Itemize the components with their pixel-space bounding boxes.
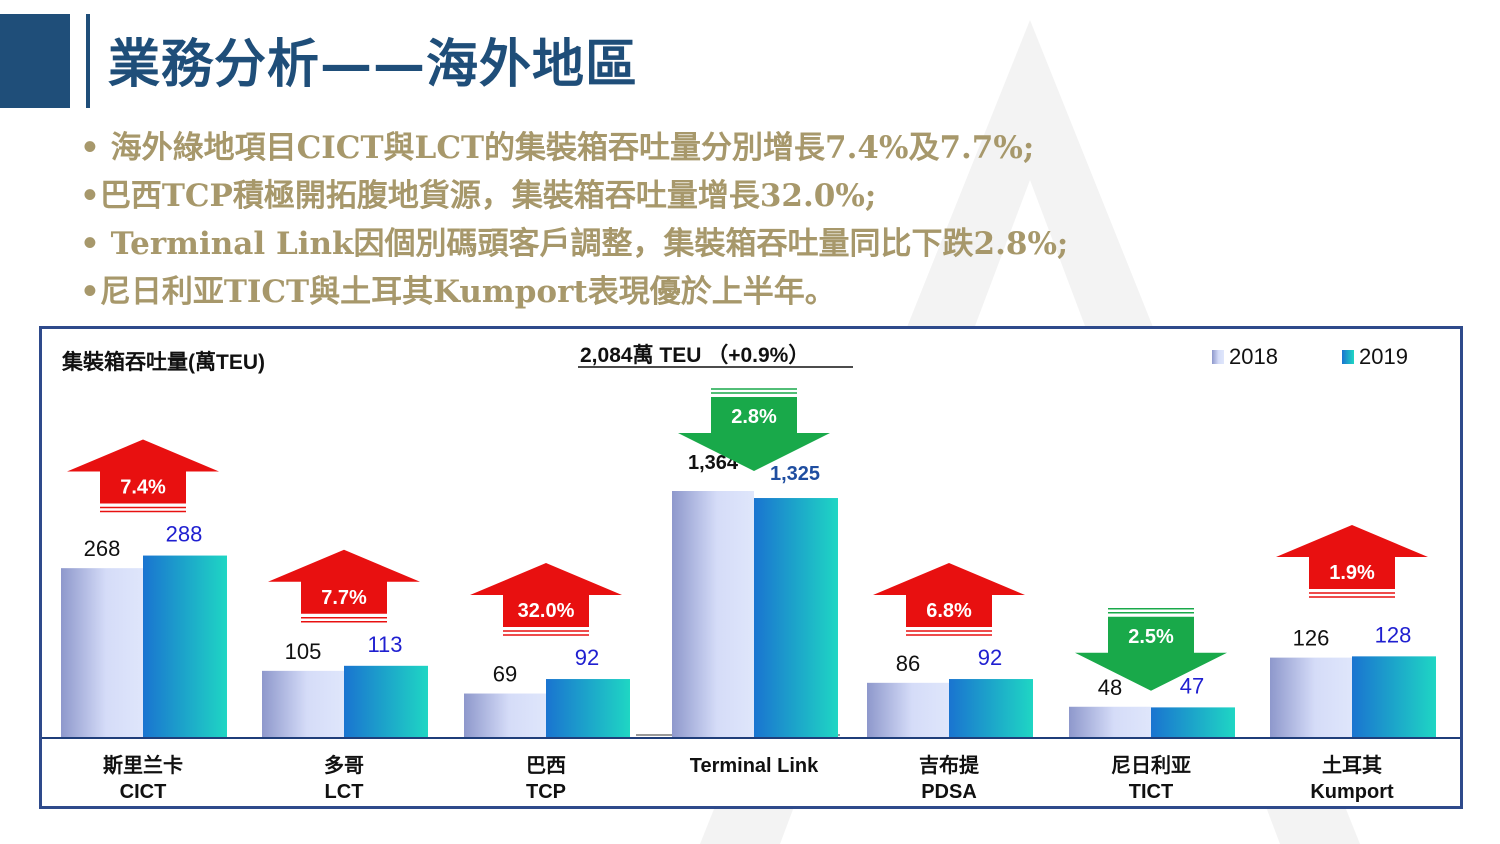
bullet-item: • 海外綠地項目CICT與LCT的集裝箱吞吐量分別增長7.4%及7.7%; bbox=[80, 130, 1035, 166]
data-label-2018: 268 bbox=[84, 536, 121, 561]
change-label: 6.8% bbox=[926, 600, 972, 622]
bar-2018 bbox=[1069, 706, 1151, 737]
category-label: 斯里兰卡 bbox=[103, 753, 183, 777]
change-label: 7.4% bbox=[120, 477, 166, 499]
change-label: 7.7% bbox=[321, 587, 367, 609]
bar-chart: 集裝箱吞吐量(萬TEU) 2,084萬 TEU （+0.9%） 2018 201… bbox=[42, 343, 1460, 803]
title-accent-block bbox=[0, 14, 70, 108]
bar-2018 bbox=[867, 682, 949, 737]
category-label: 吉布提 bbox=[919, 753, 980, 777]
legend-label-2019: 2019 bbox=[1359, 344, 1408, 369]
legend-swatch-2018 bbox=[1212, 350, 1224, 364]
bullet-item: • Terminal Link因個別碼頭客戶調整，集裝箱吞吐量同比下跌2.8%; bbox=[80, 226, 1069, 262]
category-sublabel: Kumport bbox=[1310, 781, 1394, 803]
bar-2018 bbox=[262, 670, 344, 737]
arrow-down-icon bbox=[1075, 616, 1227, 691]
change-label: 1.9% bbox=[1329, 562, 1375, 584]
bar-2019 bbox=[344, 665, 428, 737]
data-label-2018: 86 bbox=[896, 651, 920, 676]
category-label: 尼日利亚 bbox=[1111, 754, 1191, 777]
bullet-item: •尼日利亚TICT與土耳其Kumport表現優於上半年。 bbox=[80, 274, 836, 310]
arrow-up-icon bbox=[1276, 525, 1428, 589]
data-label-2019: 47 bbox=[1180, 673, 1204, 698]
data-label-2018: 48 bbox=[1098, 675, 1122, 700]
bar-2019 bbox=[1352, 656, 1436, 737]
legend-label-2018: 2018 bbox=[1229, 344, 1278, 369]
category-label: Terminal Link bbox=[690, 755, 819, 777]
data-label-2019: 113 bbox=[367, 632, 402, 657]
arrow-up-icon bbox=[67, 439, 219, 504]
bullet-list: • 海外綠地項目CICT與LCT的集裝箱吞吐量分別增長7.4%及7.7%; •巴… bbox=[80, 124, 1068, 316]
data-label-2018: 1,364 bbox=[688, 452, 739, 474]
bar-2019 bbox=[546, 679, 630, 737]
bar-2018 bbox=[672, 491, 754, 737]
bar-2018 bbox=[464, 693, 546, 737]
arrow-up-icon bbox=[470, 563, 622, 628]
category-label: 土耳其 bbox=[1322, 753, 1382, 777]
category-label: 多哥 bbox=[324, 753, 364, 777]
legend: 2018 2019 bbox=[1212, 344, 1408, 369]
bar-2019 bbox=[754, 498, 838, 737]
arrow-down-icon bbox=[678, 397, 830, 471]
bar-2019 bbox=[949, 679, 1033, 737]
data-label-2019: 92 bbox=[575, 645, 599, 670]
data-label-2018: 69 bbox=[493, 662, 517, 687]
change-label: 2.5% bbox=[1128, 626, 1174, 648]
data-label-2018: 105 bbox=[285, 639, 322, 664]
change-label: 32.0% bbox=[518, 600, 575, 622]
data-label-2018: 126 bbox=[1293, 626, 1330, 651]
title-accent-bar bbox=[86, 14, 90, 108]
y-axis-label: 集裝箱吞吐量(萬TEU) bbox=[61, 350, 265, 374]
bar-2019 bbox=[143, 555, 227, 737]
bullet-item: •巴西TCP積極開拓腹地貨源，集裝箱吞吐量增長32.0%; bbox=[80, 178, 877, 214]
category-sublabel: PDSA bbox=[921, 781, 977, 803]
arrow-up-icon bbox=[873, 563, 1025, 628]
data-label-2019: 92 bbox=[978, 645, 1002, 670]
category-sublabel: TCP bbox=[526, 781, 566, 803]
plot-area: 268 288 斯里兰卡 CICT 7.4% 105 113 多哥 LCT 7.7% 69 92 巴西 T… bbox=[42, 388, 1460, 803]
data-label-2019: 288 bbox=[166, 522, 203, 547]
data-label-2019: 128 bbox=[1375, 622, 1412, 647]
change-label: 2.8% bbox=[731, 406, 777, 428]
chart-subtitle: 2,084萬 TEU （+0.9%） bbox=[580, 343, 809, 367]
category-sublabel: CICT bbox=[120, 781, 167, 803]
chart-frame: 集裝箱吞吐量(萬TEU) 2,084萬 TEU （+0.9%） 2018 201… bbox=[39, 326, 1463, 809]
arrow-up-icon bbox=[268, 549, 420, 614]
category-sublabel: LCT bbox=[325, 781, 364, 803]
legend-swatch-2019 bbox=[1342, 350, 1354, 364]
category-label: 巴西 bbox=[526, 755, 566, 777]
bar-2018 bbox=[61, 568, 143, 737]
page-title: 業務分析——海外地區 bbox=[108, 34, 639, 95]
bar-2019 bbox=[1151, 707, 1235, 737]
category-sublabel: TICT bbox=[1129, 781, 1173, 803]
data-label-2019: 1,325 bbox=[770, 463, 820, 485]
bar-2018 bbox=[1270, 657, 1352, 737]
